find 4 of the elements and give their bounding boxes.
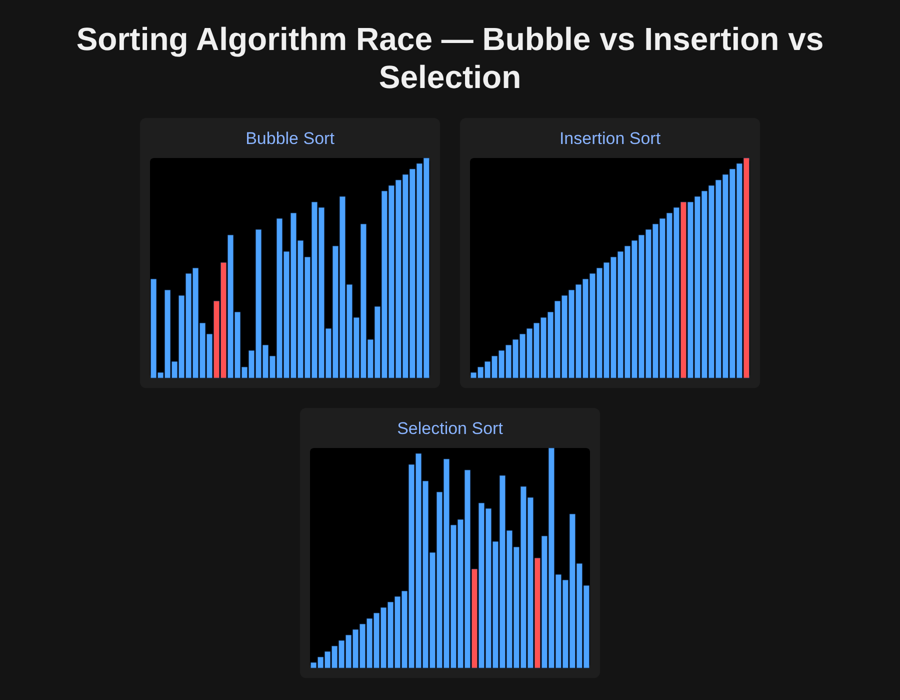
chart-title: Bubble Sort [246,128,335,148]
text: Sorting Algorithm Race — Bubble vs Insertion vs Selection [75,20,825,96]
chart-title: Insertion Sort [559,128,661,148]
chart-title: Selection Sort [397,418,504,438]
